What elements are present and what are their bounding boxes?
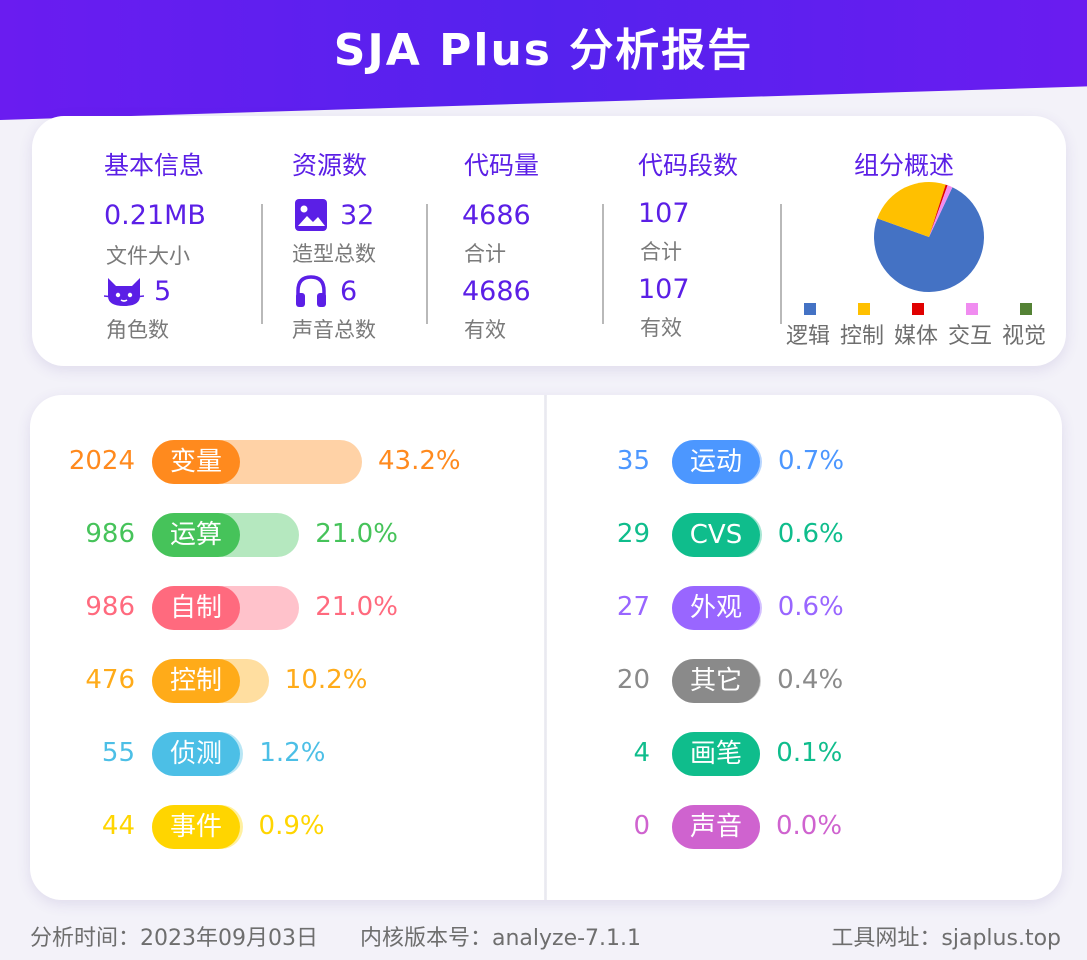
sprite-count-value: 5 [154, 276, 172, 307]
cat-icon [104, 278, 144, 306]
column-divider [261, 204, 263, 324]
block-category-row: 55 侦测 1.2% [30, 732, 530, 776]
footer-tool-url: 工具网址：sjaplus.top [831, 926, 1061, 951]
pie-slice-media [929, 184, 948, 237]
block-count: 476 [85, 665, 135, 695]
pie-slice-logic [874, 187, 984, 292]
composition-pie-chart [874, 182, 984, 292]
legend-swatch [912, 303, 924, 315]
code-total-label: 合计 [464, 242, 506, 266]
column-divider [426, 204, 428, 324]
block-category-label: 自制 [152, 586, 240, 630]
basic-info-heading: 基本信息 [104, 151, 205, 180]
block-category-label: 声音 [672, 805, 760, 849]
costume-count-label: 造型总数 [292, 242, 376, 266]
block-count: 27 [616, 592, 650, 622]
block-percent: 10.2% [284, 665, 368, 695]
block-category-row: 35 运动 0.7% [30, 440, 844, 484]
scripts-total-value: 107 [638, 198, 690, 229]
block-category-label: 侦测 [152, 732, 240, 776]
footer-kernel-version: 内核版本号：analyze-7.1.1 [360, 926, 642, 951]
block-count: 2024 [68, 446, 135, 476]
block-count: 4 [633, 738, 650, 768]
file-size-label: 文件大小 [106, 244, 190, 268]
legend-swatch [966, 303, 978, 315]
scripts-total-label: 合计 [640, 240, 682, 264]
legend-label: 控制 [840, 324, 885, 349]
page-title: SJA Plus 分析报告 [333, 25, 754, 76]
block-category-row: 0 声音 0.0% [30, 805, 842, 849]
block-percent: 0.0% [776, 811, 843, 841]
block-category-row: 44 事件 0.9% [30, 805, 530, 849]
code-valid-value: 4686 [462, 276, 531, 307]
block-percent: 0.7% [777, 446, 845, 476]
code-valid-label: 有效 [464, 318, 506, 342]
scripts-valid-value: 107 [638, 274, 690, 305]
block-category-row: 986 运算 21.0% [30, 513, 530, 557]
headphones-icon [296, 275, 326, 307]
block-category-row: 29 CVS 0.6% [30, 513, 844, 557]
block-percent: 21.0% [315, 592, 398, 622]
block-count: 55 [101, 738, 135, 768]
block-category-row: 20 其它 0.4% [30, 659, 843, 703]
column-divider [780, 204, 782, 324]
block-category-label: 事件 [152, 805, 240, 849]
block-category-label: 外观 [672, 586, 760, 630]
block-count: 20 [616, 665, 650, 695]
block-category-label: CVS [672, 513, 760, 557]
legend-label: 逻辑 [786, 324, 831, 349]
legend-label: 媒体 [894, 324, 939, 349]
block-percent: 21.0% [315, 519, 398, 549]
block-category-label: 其它 [672, 659, 760, 703]
card-divider [544, 395, 547, 900]
code-amount-heading: 代码量 [464, 151, 540, 180]
block-count: 29 [616, 519, 650, 549]
block-category-label: 运动 [672, 440, 760, 484]
legend-swatch [858, 303, 870, 315]
block-count: 35 [616, 446, 650, 476]
block-category-row: 986 自制 21.0% [30, 586, 530, 630]
legend-swatch [804, 303, 816, 315]
sound-count-label: 声音总数 [292, 318, 376, 342]
legend-swatch [1020, 303, 1032, 315]
block-percent: 0.9% [258, 811, 325, 841]
block-category-label: 控制 [152, 659, 240, 703]
footer-analysis-date: 分析时间：2023年09月03日 [30, 926, 318, 951]
summary-card: 基本信息 0.21MB 文件大小 5 角色数 资源数 32 造型总数 6 声音总… [32, 116, 1066, 366]
block-category-label: 画笔 [672, 732, 760, 776]
pie-slice-control [877, 182, 946, 237]
code-total-value: 4686 [462, 200, 531, 231]
block-percent: 0.4% [777, 665, 844, 695]
scripts-valid-label: 有效 [640, 316, 682, 340]
block-count: 986 [85, 519, 135, 549]
block-category-card: 2024 变量 43.2% 986 运算 21.0% 986 自制 21.0% 476 控制 10.2… [30, 395, 1062, 900]
block-count: 986 [85, 592, 135, 622]
block-percent: 0.6% [777, 592, 844, 622]
block-percent: 0.6% [777, 519, 844, 549]
block-count: 0 [633, 811, 650, 841]
sound-count-value: 6 [340, 276, 358, 307]
block-category-row: 476 控制 10.2% [30, 659, 530, 703]
costume-count-value: 32 [340, 200, 375, 231]
pie-slice-interaction [929, 185, 953, 237]
legend-label: 视觉 [1002, 324, 1047, 349]
legend-label: 交互 [948, 324, 993, 349]
block-category-row: 4 画笔 0.1% [30, 732, 842, 776]
block-category-row: 27 外观 0.6% [30, 586, 844, 630]
file-size-value: 0.21MB [104, 200, 206, 231]
image-icon [295, 199, 327, 231]
block-category-label: 变量 [152, 440, 240, 484]
block-percent: 1.2% [259, 738, 326, 768]
block-count: 44 [101, 811, 135, 841]
block-category-row: 2024 变量 43.2% [30, 440, 530, 484]
block-percent: 43.2% [378, 446, 461, 476]
block-category-label: 运算 [152, 513, 240, 557]
assets-heading: 资源数 [292, 151, 368, 180]
sprite-count-label: 角色数 [106, 318, 169, 342]
column-divider [602, 204, 604, 324]
scripts-heading: 代码段数 [638, 151, 739, 180]
block-percent: 0.1% [776, 738, 843, 768]
composition-heading: 组分概述 [854, 151, 955, 180]
